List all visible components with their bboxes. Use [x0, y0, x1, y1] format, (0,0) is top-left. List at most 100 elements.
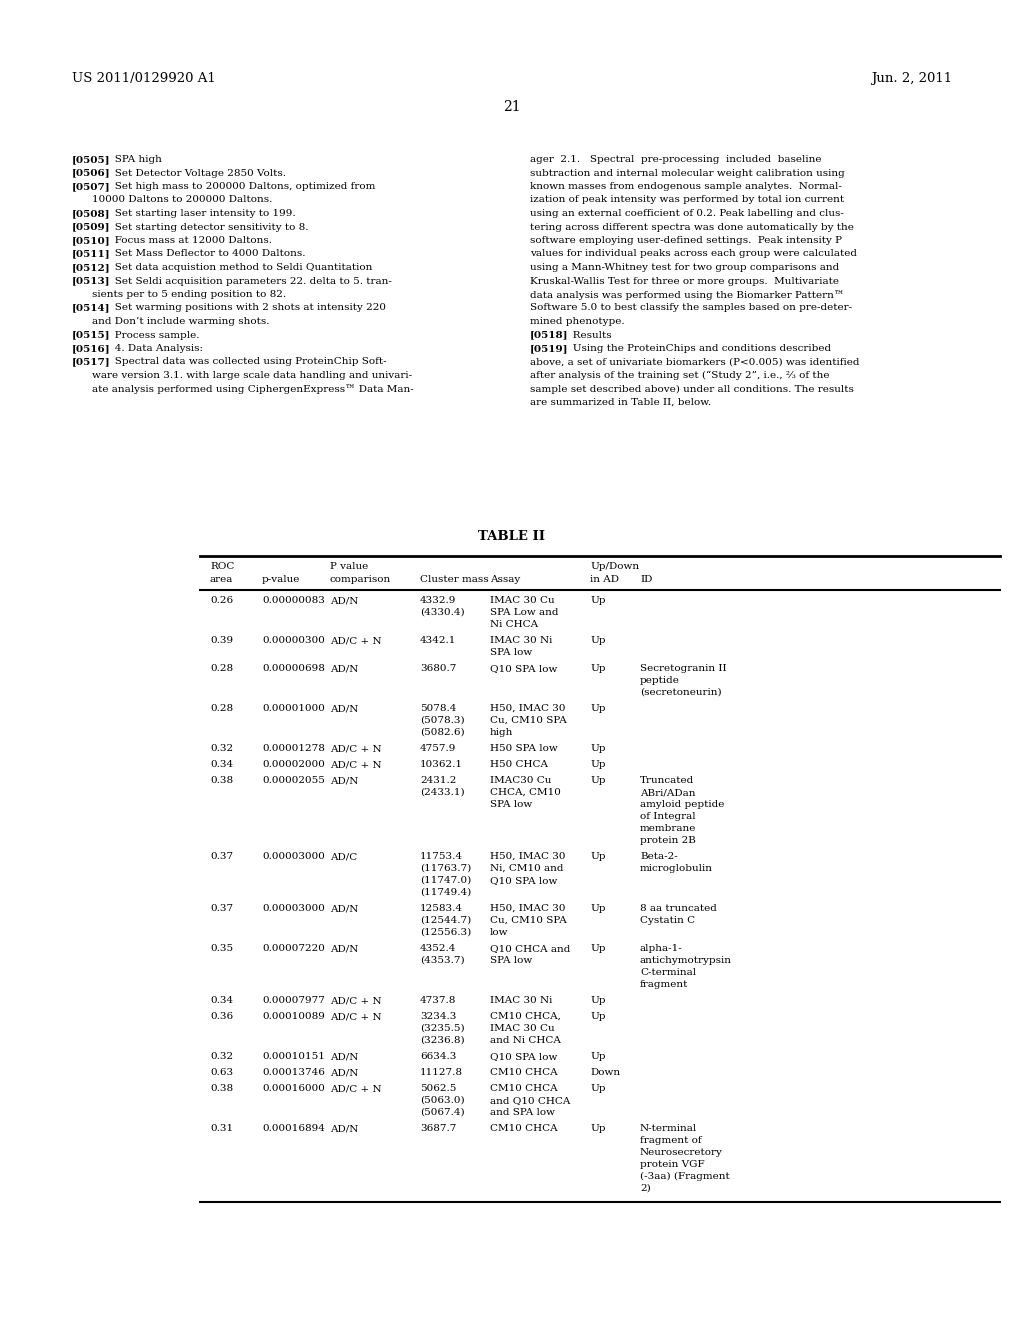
Text: AD/C + N: AD/C + N — [330, 760, 382, 770]
Text: 0.00010151: 0.00010151 — [262, 1052, 325, 1061]
Text: ization of peak intensity was performed by total ion current: ization of peak intensity was performed … — [530, 195, 844, 205]
Text: H50, IMAC 30: H50, IMAC 30 — [490, 704, 565, 713]
Text: 0.00001278: 0.00001278 — [262, 744, 325, 752]
Text: IMAC 30 Cu: IMAC 30 Cu — [490, 1024, 555, 1034]
Text: 8 aa truncated: 8 aa truncated — [640, 904, 717, 913]
Text: 0.39: 0.39 — [210, 636, 233, 645]
Text: SPA high: SPA high — [105, 154, 162, 164]
Text: AD/C + N: AD/C + N — [330, 1084, 382, 1093]
Text: peptide: peptide — [640, 676, 680, 685]
Text: Software 5.0 to best classify the samples based on pre-deter-: Software 5.0 to best classify the sample… — [530, 304, 852, 313]
Text: US 2011/0129920 A1: US 2011/0129920 A1 — [72, 73, 216, 84]
Text: N-terminal: N-terminal — [640, 1125, 697, 1133]
Text: [0509]: [0509] — [72, 223, 111, 231]
Text: AD/N: AD/N — [330, 1068, 358, 1077]
Text: (4330.4): (4330.4) — [420, 609, 465, 616]
Text: p-value: p-value — [262, 576, 300, 583]
Text: 0.31: 0.31 — [210, 1125, 233, 1133]
Text: Set Mass Deflector to 4000 Daltons.: Set Mass Deflector to 4000 Daltons. — [105, 249, 305, 259]
Text: ware version 3.1. with large scale data handling and univari-: ware version 3.1. with large scale data … — [92, 371, 412, 380]
Text: (5078.3): (5078.3) — [420, 715, 465, 725]
Text: values for individual peaks across each group were calculated: values for individual peaks across each … — [530, 249, 857, 259]
Text: [0512]: [0512] — [72, 263, 111, 272]
Text: 4352.4: 4352.4 — [420, 944, 457, 953]
Text: fragment of: fragment of — [640, 1137, 701, 1144]
Text: AD/C + N: AD/C + N — [330, 744, 382, 752]
Text: 4332.9: 4332.9 — [420, 597, 457, 605]
Text: 4342.1: 4342.1 — [420, 636, 457, 645]
Text: 6634.3: 6634.3 — [420, 1052, 457, 1061]
Text: and Don’t include warming shots.: and Don’t include warming shots. — [92, 317, 269, 326]
Text: 0.34: 0.34 — [210, 997, 233, 1005]
Text: Up: Up — [590, 664, 605, 673]
Text: AD/N: AD/N — [330, 664, 358, 673]
Text: 5078.4: 5078.4 — [420, 704, 457, 713]
Text: subtraction and internal molecular weight calibration using: subtraction and internal molecular weigh… — [530, 169, 845, 177]
Text: 0.32: 0.32 — [210, 1052, 233, 1061]
Text: (5082.6): (5082.6) — [420, 729, 465, 737]
Text: IMAC30 Cu: IMAC30 Cu — [490, 776, 551, 785]
Text: ate analysis performed using CiphergenExpress™ Data Man-: ate analysis performed using CiphergenEx… — [92, 384, 414, 395]
Text: Up: Up — [590, 744, 605, 752]
Text: AD/C + N: AD/C + N — [330, 1012, 382, 1020]
Text: 0.00010089: 0.00010089 — [262, 1012, 325, 1020]
Text: Up: Up — [590, 904, 605, 913]
Text: and Ni CHCA: and Ni CHCA — [490, 1036, 561, 1045]
Text: using an external coefficient of 0.2. Peak labelling and clus-: using an external coefficient of 0.2. Pe… — [530, 209, 844, 218]
Text: 0.00000083: 0.00000083 — [262, 597, 325, 605]
Text: (5067.4): (5067.4) — [420, 1107, 465, 1117]
Text: IMAC 30 Ni: IMAC 30 Ni — [490, 636, 552, 645]
Text: 3687.7: 3687.7 — [420, 1125, 457, 1133]
Text: Results: Results — [563, 330, 611, 339]
Text: amyloid peptide: amyloid peptide — [640, 800, 724, 809]
Text: AD/N: AD/N — [330, 597, 358, 605]
Text: Up/Down: Up/Down — [590, 562, 639, 572]
Text: 0.00003000: 0.00003000 — [262, 851, 325, 861]
Text: Up: Up — [590, 704, 605, 713]
Text: Q10 SPA low: Q10 SPA low — [490, 1052, 557, 1061]
Text: CHCA, CM10: CHCA, CM10 — [490, 788, 561, 797]
Text: (11763.7): (11763.7) — [420, 865, 471, 873]
Text: CM10 CHCA,: CM10 CHCA, — [490, 1012, 561, 1020]
Text: 0.32: 0.32 — [210, 744, 233, 752]
Text: fragment: fragment — [640, 979, 688, 989]
Text: TABLE II: TABLE II — [478, 531, 546, 543]
Text: [0519]: [0519] — [530, 345, 568, 352]
Text: 2431.2: 2431.2 — [420, 776, 457, 785]
Text: high: high — [490, 729, 513, 737]
Text: Focus mass at 12000 Daltons.: Focus mass at 12000 Daltons. — [105, 236, 272, 246]
Text: AD/N: AD/N — [330, 776, 358, 785]
Text: 12583.4: 12583.4 — [420, 904, 463, 913]
Text: 0.63: 0.63 — [210, 1068, 233, 1077]
Text: CM10 CHCA: CM10 CHCA — [490, 1068, 558, 1077]
Text: Process sample.: Process sample. — [105, 330, 200, 339]
Text: tering across different spectra was done automatically by the: tering across different spectra was done… — [530, 223, 854, 231]
Text: [0516]: [0516] — [72, 345, 111, 352]
Text: 0.00007977: 0.00007977 — [262, 997, 325, 1005]
Text: [0508]: [0508] — [72, 209, 111, 218]
Text: AD/N: AD/N — [330, 704, 358, 713]
Text: Q10 SPA low: Q10 SPA low — [490, 876, 557, 884]
Text: protein VGF: protein VGF — [640, 1160, 705, 1170]
Text: Cluster mass: Cluster mass — [420, 576, 488, 583]
Text: known masses from endogenous sample analytes.  Normal-: known masses from endogenous sample anal… — [530, 182, 842, 191]
Text: Ni CHCA: Ni CHCA — [490, 620, 539, 630]
Text: [0510]: [0510] — [72, 236, 111, 246]
Text: Using the ProteinChips and conditions described: Using the ProteinChips and conditions de… — [563, 345, 831, 352]
Text: Cu, CM10 SPA: Cu, CM10 SPA — [490, 715, 566, 725]
Text: SPA low: SPA low — [490, 956, 532, 965]
Text: Set starting laser intensity to 199.: Set starting laser intensity to 199. — [105, 209, 296, 218]
Text: 0.00016000: 0.00016000 — [262, 1084, 325, 1093]
Text: 0.37: 0.37 — [210, 851, 233, 861]
Text: sample set described above) under all conditions. The results: sample set described above) under all co… — [530, 384, 854, 393]
Text: Up: Up — [590, 1084, 605, 1093]
Text: (3236.8): (3236.8) — [420, 1036, 465, 1045]
Text: (secretoneurin): (secretoneurin) — [640, 688, 722, 697]
Text: Cystatin C: Cystatin C — [640, 916, 695, 925]
Text: 10000 Daltons to 200000 Daltons.: 10000 Daltons to 200000 Daltons. — [92, 195, 272, 205]
Text: microglobulin: microglobulin — [640, 865, 713, 873]
Text: 0.38: 0.38 — [210, 776, 233, 785]
Text: Q10 CHCA and: Q10 CHCA and — [490, 944, 570, 953]
Text: 0.34: 0.34 — [210, 760, 233, 770]
Text: ROC: ROC — [210, 562, 234, 572]
